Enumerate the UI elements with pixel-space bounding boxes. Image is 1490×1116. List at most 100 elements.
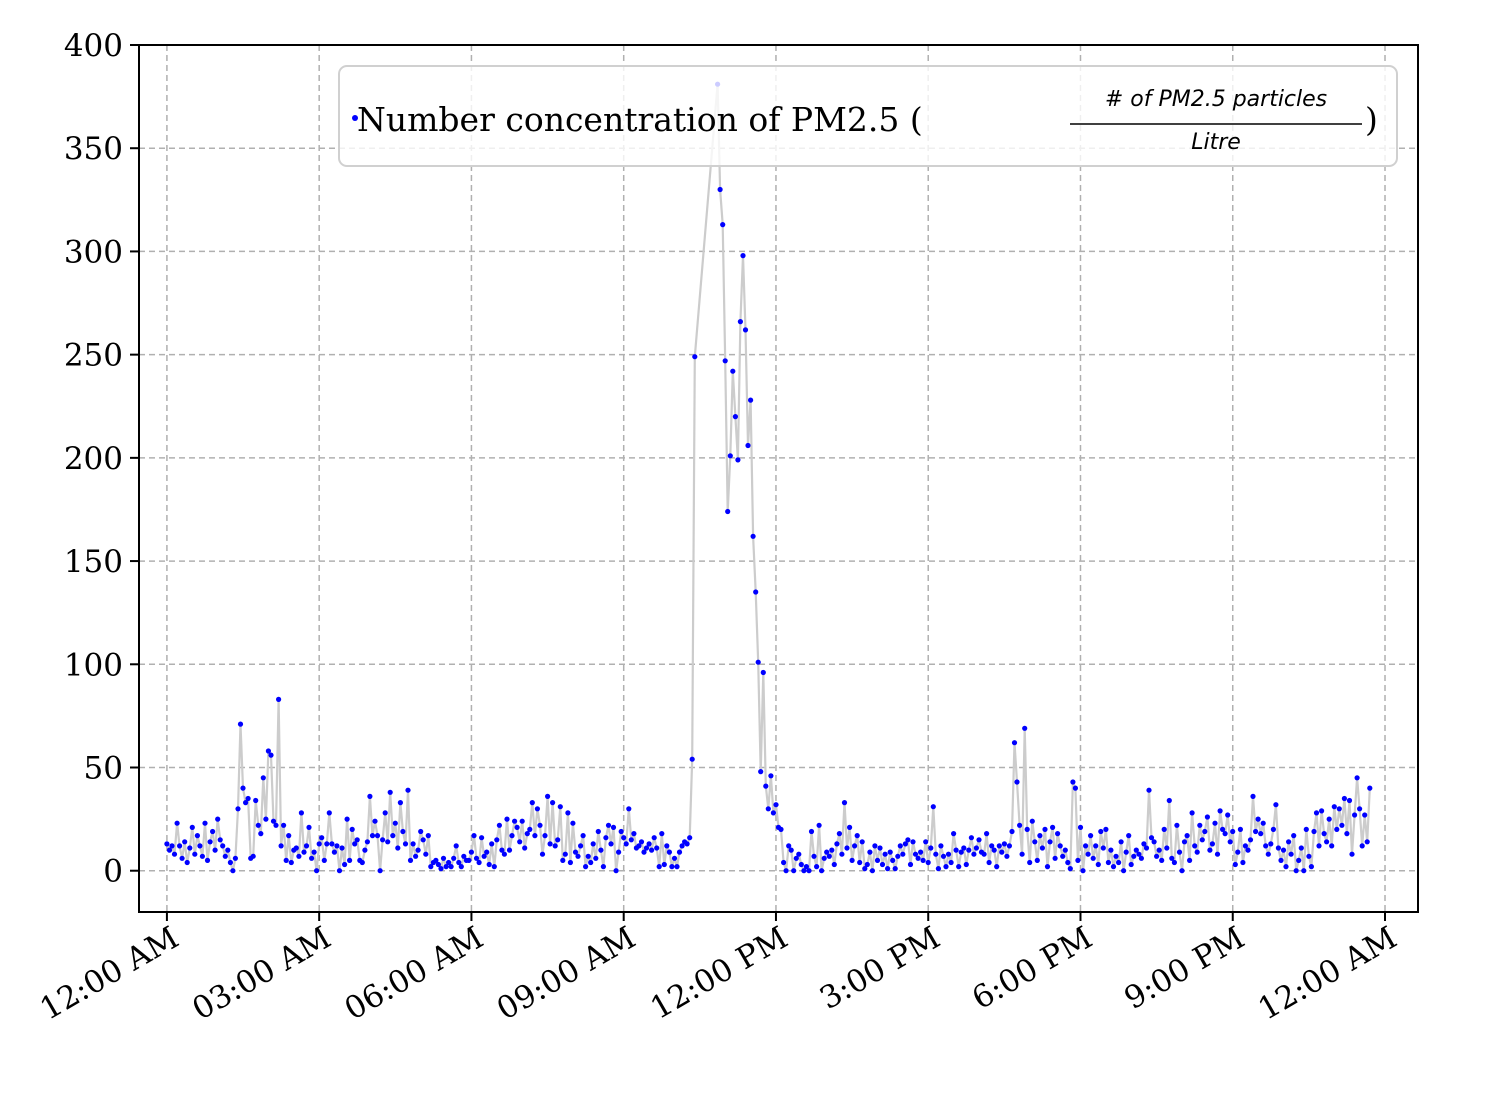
data-point bbox=[940, 853, 947, 859]
data-point bbox=[1009, 828, 1015, 835]
data-point bbox=[542, 833, 548, 839]
data-point bbox=[1161, 826, 1167, 833]
data-point bbox=[907, 861, 914, 868]
data-point bbox=[905, 837, 911, 843]
data-point bbox=[1306, 853, 1312, 859]
data-point bbox=[1136, 851, 1142, 857]
data-point bbox=[169, 843, 175, 849]
data-point bbox=[473, 855, 480, 861]
y-tick-label: 200 bbox=[64, 441, 123, 477]
data-point bbox=[740, 253, 746, 259]
data-point bbox=[1220, 826, 1226, 833]
y-tick-label: 50 bbox=[84, 751, 123, 787]
data-point bbox=[1164, 845, 1170, 851]
data-point bbox=[1019, 851, 1025, 857]
data-point bbox=[367, 793, 373, 800]
data-point bbox=[479, 835, 485, 841]
y-tick-label: 100 bbox=[64, 647, 123, 683]
data-point bbox=[720, 222, 726, 228]
data-point bbox=[1029, 818, 1035, 824]
data-point bbox=[369, 833, 376, 839]
data-point bbox=[374, 833, 381, 839]
data-point bbox=[750, 533, 756, 539]
data-point bbox=[821, 855, 827, 861]
data-point bbox=[590, 841, 596, 847]
data-point bbox=[679, 843, 685, 849]
data-point bbox=[938, 843, 944, 849]
data-point bbox=[1080, 868, 1086, 874]
data-point bbox=[628, 837, 634, 843]
data-point bbox=[730, 368, 736, 374]
data-point bbox=[362, 847, 368, 853]
data-point bbox=[197, 843, 203, 849]
data-point bbox=[945, 851, 952, 857]
data-point bbox=[798, 861, 804, 868]
x-tick-label: 6:00 PM bbox=[966, 920, 1098, 1017]
data-point bbox=[392, 820, 398, 826]
data-point bbox=[1253, 828, 1259, 835]
data-point bbox=[491, 864, 497, 870]
x-tick-label: 03:00 AM bbox=[186, 920, 337, 1028]
data-point bbox=[928, 845, 934, 851]
data-point bbox=[245, 795, 251, 802]
data-point bbox=[902, 841, 909, 847]
data-point bbox=[1275, 845, 1281, 851]
data-point bbox=[826, 853, 832, 859]
data-point bbox=[339, 845, 345, 851]
data-point bbox=[1050, 824, 1056, 831]
data-point bbox=[1316, 843, 1322, 849]
data-point bbox=[1324, 839, 1330, 845]
data-point bbox=[935, 866, 942, 872]
data-point bbox=[603, 835, 609, 841]
data-point bbox=[1075, 857, 1081, 864]
data-point bbox=[207, 839, 213, 845]
data-point bbox=[273, 822, 279, 828]
data-point bbox=[1286, 839, 1292, 845]
data-point bbox=[1011, 740, 1018, 746]
data-point bbox=[420, 837, 426, 843]
data-point bbox=[768, 773, 774, 779]
data-point bbox=[443, 864, 449, 870]
data-point bbox=[788, 847, 794, 853]
data-point bbox=[1352, 812, 1358, 818]
data-point bbox=[349, 826, 355, 833]
data-point bbox=[293, 845, 299, 851]
data-point bbox=[347, 857, 353, 864]
data-point bbox=[268, 752, 274, 758]
data-point bbox=[1354, 775, 1360, 781]
data-point bbox=[385, 839, 391, 845]
data-point bbox=[687, 835, 693, 841]
data-point bbox=[438, 866, 444, 872]
data-point bbox=[1121, 868, 1127, 874]
data-point bbox=[1263, 843, 1269, 849]
data-point bbox=[765, 806, 771, 812]
data-point bbox=[661, 861, 667, 868]
data-point bbox=[1301, 868, 1307, 874]
data-point bbox=[1230, 828, 1236, 835]
data-point bbox=[862, 866, 868, 872]
data-point bbox=[879, 861, 886, 868]
data-point bbox=[1362, 812, 1368, 818]
data-point bbox=[1197, 822, 1203, 828]
data-point bbox=[758, 769, 764, 775]
y-tick-label: 400 bbox=[64, 28, 123, 64]
data-point bbox=[1148, 835, 1155, 841]
data-point bbox=[372, 818, 378, 824]
data-point bbox=[953, 847, 959, 853]
data-point bbox=[1308, 864, 1314, 870]
data-point bbox=[402, 841, 409, 847]
data-point bbox=[298, 810, 304, 816]
data-point bbox=[446, 859, 452, 866]
legend-marker bbox=[352, 115, 358, 121]
data-point bbox=[971, 851, 977, 857]
data-point bbox=[600, 864, 607, 870]
data-point bbox=[976, 837, 982, 843]
data-point bbox=[187, 845, 193, 851]
data-point bbox=[182, 839, 188, 845]
data-point bbox=[836, 831, 843, 837]
data-point bbox=[1339, 822, 1345, 828]
data-point bbox=[1235, 849, 1241, 855]
data-point bbox=[580, 833, 586, 839]
data-point bbox=[166, 847, 173, 853]
data-point bbox=[1141, 841, 1147, 847]
